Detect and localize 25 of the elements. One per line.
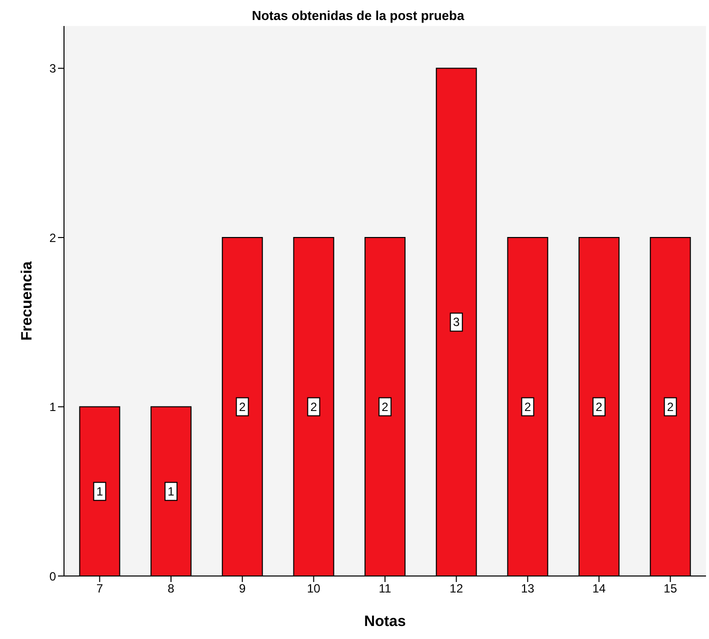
x-tick-label: 8 [168, 582, 175, 596]
data-label: 3 [453, 315, 460, 330]
data-label: 2 [596, 400, 603, 414]
y-tick-label: 3 [49, 62, 56, 76]
x-tick-label: 11 [378, 582, 392, 596]
chart-title: Notas obtenidas de la post prueba [250, 8, 466, 24]
y-tick-label: 1 [49, 400, 56, 414]
x-tick-label: 10 [306, 582, 321, 596]
x-tick-label: 9 [238, 582, 246, 596]
data-label: 2 [310, 400, 318, 414]
data-label: 1 [168, 484, 175, 498]
data-label: 2 [239, 400, 246, 414]
data-label: 2 [382, 400, 389, 414]
data-label: 2 [524, 400, 532, 414]
data-label: 1 [96, 484, 104, 498]
data-label: 2 [667, 400, 674, 414]
y-tick-label: 2 [49, 230, 56, 245]
x-tick-label: 7 [96, 582, 104, 596]
x-axis-title: Notas [364, 613, 406, 630]
y-axis-title: Frecuencia [18, 260, 36, 341]
y-tick-label: 0 [49, 569, 56, 584]
x-tick-label: 14 [592, 582, 606, 596]
x-tick-label: 12 [450, 582, 464, 596]
x-tick-label: 13 [520, 582, 535, 596]
x-tick-label: 15 [664, 582, 678, 596]
